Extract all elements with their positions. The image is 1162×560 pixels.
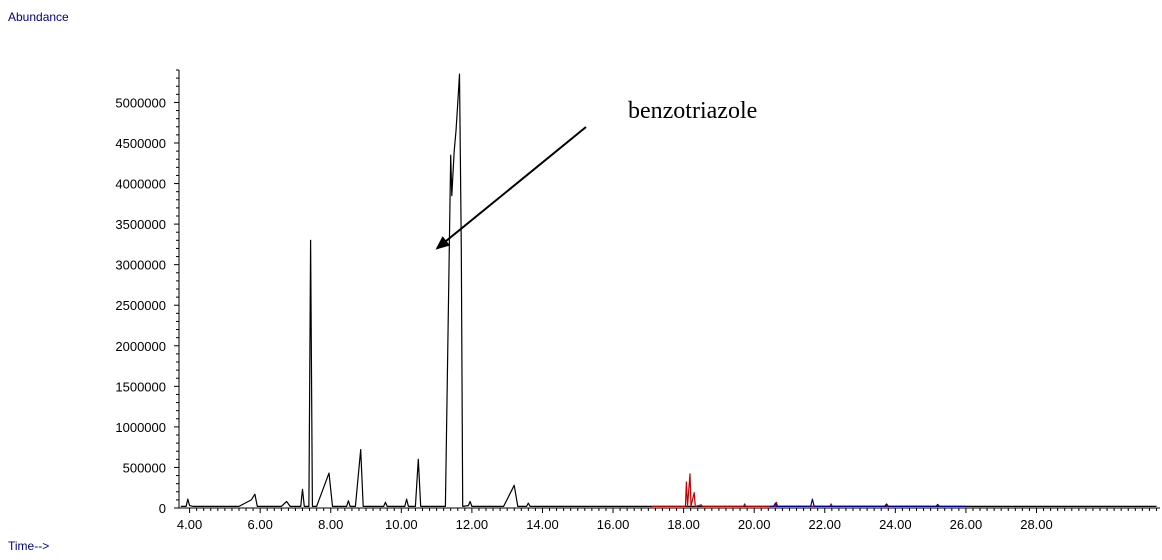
x-tick-label: 24.00	[879, 517, 912, 532]
y-tick-label: 2000000	[115, 339, 166, 354]
x-tick-label: 26.00	[950, 517, 983, 532]
x-tick-label: 28.00	[1020, 517, 1053, 532]
y-tick-label: 2500000	[115, 298, 166, 313]
series-trace-1	[180, 73, 1157, 507]
y-tick-label: 1000000	[115, 420, 166, 435]
y-tick-label: 3500000	[115, 217, 166, 232]
x-tick-label: 8.00	[318, 517, 343, 532]
y-tick-label: 1500000	[115, 379, 166, 394]
series-trace-3	[770, 498, 966, 507]
y-tick-label: 3000000	[115, 258, 166, 273]
annotation-label: benzotriazole	[628, 98, 757, 124]
y-tick-label: 4500000	[115, 136, 166, 151]
x-tick-label: 20.00	[738, 517, 771, 532]
y-axis-label: Abundance	[8, 10, 69, 24]
x-tick-label: 10.00	[385, 517, 418, 532]
annotation-arrow	[435, 126, 587, 250]
x-tick-label: 16.00	[597, 517, 630, 532]
x-tick-label: 12.00	[456, 517, 489, 532]
axes	[174, 69, 1160, 513]
x-tick-label: 18.00	[667, 517, 700, 532]
x-tick-label: 14.00	[526, 517, 559, 532]
x-axis-label: Time-->	[8, 539, 49, 553]
x-axis-ticks: 4.00 6.00 8.00 10.00 12.00 14.00 16.00 18.00 20.…	[177, 517, 1053, 532]
y-tick-label: 500000	[123, 460, 166, 475]
series-traces	[180, 73, 1157, 507]
y-tick-label: 4000000	[115, 177, 166, 192]
y-tick-label: 5000000	[115, 95, 166, 110]
x-tick-label: 22.00	[808, 517, 841, 532]
x-tick-label: 4.00	[177, 517, 202, 532]
y-axis-ticks: 0 500000 1000000 1500000 2000000 2500000 30000…	[115, 95, 166, 516]
y-tick-label: 0	[159, 501, 166, 516]
series-trace-2	[651, 473, 931, 507]
x-tick-label: 6.00	[248, 517, 273, 532]
